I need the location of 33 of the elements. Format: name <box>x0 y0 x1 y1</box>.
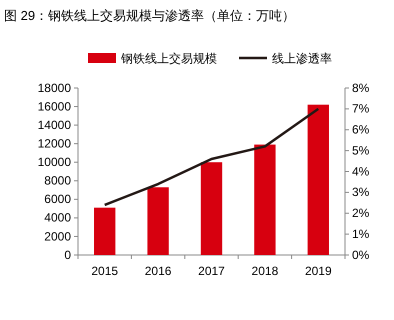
y-tick-label: 6000 <box>44 192 72 206</box>
x-tick-label: 2015 <box>91 264 118 278</box>
y-tick-label: 10000 <box>38 155 72 170</box>
y-tick-label: 2000 <box>44 229 72 244</box>
line-series <box>103 108 320 206</box>
x-tick-label: 2019 <box>304 264 332 278</box>
bar <box>308 104 329 255</box>
y-tick-label: 16000 <box>38 99 72 114</box>
bar <box>254 144 276 255</box>
y2-tick-label: 1% <box>352 226 370 241</box>
y2-tick-label: 2% <box>352 206 370 220</box>
y2-tick-label: 6% <box>352 122 370 137</box>
y2-tick-label: 7% <box>352 102 370 116</box>
y2-tick-label: 3% <box>352 185 370 200</box>
y2-tick-label: 4% <box>352 164 370 178</box>
y-tick-label: 0 <box>64 248 72 262</box>
y-tick-label: 14000 <box>38 118 72 132</box>
bar <box>94 208 116 255</box>
x-tick-label: 2017 <box>198 264 226 278</box>
bar <box>147 187 169 255</box>
y2-tick-label: 8% <box>352 80 370 95</box>
x-tick-label: 2016 <box>144 264 172 278</box>
y-tick-label: 8000 <box>44 174 72 188</box>
y2-tick-label: 0% <box>352 248 370 262</box>
legend-label: 钢铁线上交易规模 <box>120 52 217 66</box>
bar <box>200 162 222 255</box>
chart-title: 图 29：钢铁线上交易规模与渗透率（单位：万吨） <box>4 8 296 23</box>
y2-tick-label: 5% <box>352 143 370 158</box>
y-tick-label: 18000 <box>38 80 72 95</box>
legend-label: 线上渗透率 <box>272 52 332 66</box>
x-tick-label: 2018 <box>252 264 279 278</box>
y-tick-label: 4000 <box>44 210 72 225</box>
y-tick-label: 12000 <box>38 136 72 151</box>
